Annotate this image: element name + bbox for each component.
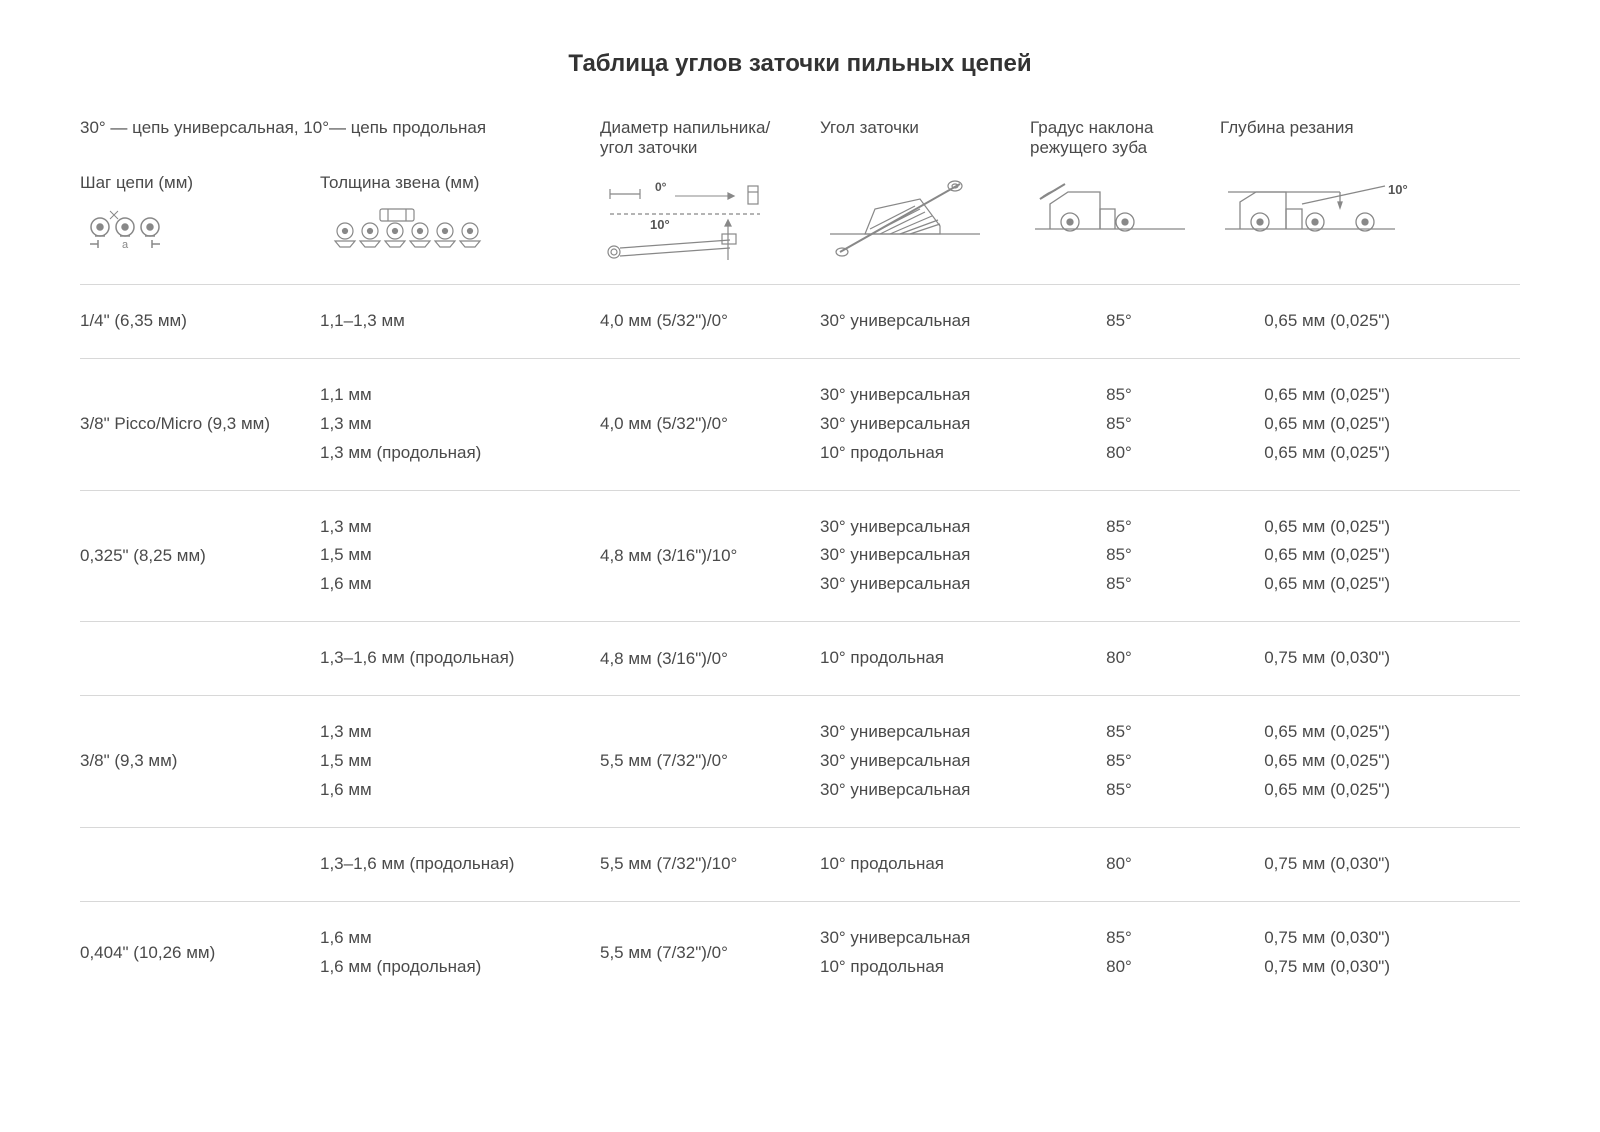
- cell-pitch: 0,404" (10,26 мм): [80, 943, 320, 963]
- col-header-pitch: Шаг цепи (мм): [80, 173, 308, 193]
- table-row: 1,3–1,6 мм (продольная)5,5 мм (7/32")/10…: [80, 827, 1520, 901]
- cell-depth: 0,65 мм (0,025"): [1220, 307, 1420, 336]
- cell-gauge: 1,1 мм1,3 мм1,3 мм (продольная): [320, 381, 600, 468]
- cell-angle: 30° универсальная30° универсальная30° ун…: [820, 718, 1030, 805]
- cell-tilt: 80°: [1030, 850, 1220, 879]
- table-row: 0,325" (8,25 мм)1,3 мм1,5 мм1,6 мм4,8 мм…: [80, 490, 1520, 622]
- cell-depth: 0,75 мм (0,030"): [1220, 644, 1420, 673]
- cell-tilt: 85°: [1030, 307, 1220, 336]
- cell-angle: 10° продольная: [820, 850, 1030, 879]
- cell-angle: 30° универсальная: [820, 307, 1030, 336]
- col-header-depth: Глубина резания: [1220, 118, 1420, 138]
- file-angle-diagram-icon: 0° 10°: [600, 174, 808, 264]
- cell-file: 5,5 мм (7/32")/0°: [600, 943, 820, 963]
- table-row: 3/8" Picco/Micro (9,3 мм)1,1 мм1,3 мм1,3…: [80, 358, 1520, 490]
- cell-gauge: 1,3–1,6 мм (продольная): [320, 644, 600, 673]
- cell-depth: 0,65 мм (0,025")0,65 мм (0,025")0,65 мм …: [1220, 381, 1420, 468]
- cell-pitch: 0,325" (8,25 мм): [80, 546, 320, 566]
- col-header-gauge: Толщина звена (мм): [320, 173, 588, 193]
- svg-text:10°: 10°: [1388, 182, 1408, 197]
- cell-file: 5,5 мм (7/32")/10°: [600, 854, 820, 874]
- gauge-diagram-icon: [320, 199, 588, 259]
- cell-pitch: 1/4" (6,35 мм): [80, 311, 320, 331]
- cell-pitch: 3/8" (9,3 мм): [80, 751, 320, 771]
- cell-pitch: 3/8" Picco/Micro (9,3 мм): [80, 414, 320, 434]
- cell-file: 4,0 мм (5/32")/0°: [600, 414, 820, 434]
- cell-gauge: 1,3 мм1,5 мм1,6 мм: [320, 513, 600, 600]
- depth-diagram-icon: 10°: [1220, 174, 1408, 264]
- cell-depth: 0,75 мм (0,030"): [1220, 850, 1420, 879]
- cell-depth: 0,65 мм (0,025")0,65 мм (0,025")0,65 мм …: [1220, 513, 1420, 600]
- cell-file: 4,0 мм (5/32")/0°: [600, 311, 820, 331]
- cell-gauge: 1,3–1,6 мм (продольная): [320, 850, 600, 879]
- cell-file: 4,8 мм (3/16")/10°: [600, 546, 820, 566]
- cell-file: 4,8 мм (3/16")/0°: [600, 649, 820, 669]
- pitch-diagram-icon: a: [80, 199, 308, 259]
- cell-angle: 10° продольная: [820, 644, 1030, 673]
- cell-tilt: 85°85°85°: [1030, 513, 1220, 600]
- svg-text:a: a: [122, 239, 129, 249]
- tilt-diagram-icon: [1030, 174, 1208, 264]
- sharpen-angle-diagram-icon: [820, 174, 1018, 264]
- svg-text:10°: 10°: [650, 217, 670, 232]
- cell-tilt: 85°85°80°: [1030, 381, 1220, 468]
- col-header-file: Диаметр напильника/ угол заточки: [600, 118, 820, 158]
- cell-file: 5,5 мм (7/32")/0°: [600, 751, 820, 771]
- cell-tilt: 85°80°: [1030, 924, 1220, 982]
- cell-gauge: 1,6 мм1,6 мм (продольная): [320, 924, 600, 982]
- cell-angle: 30° универсальная30° универсальная10° пр…: [820, 381, 1030, 468]
- legend-text: 30° — цепь универсальная, 10°— цепь прод…: [80, 118, 600, 138]
- col-header-tilt: Градус наклона режущего зуба: [1030, 118, 1220, 158]
- table-row: 3/8" (9,3 мм)1,3 мм1,5 мм1,6 мм5,5 мм (7…: [80, 695, 1520, 827]
- cell-angle: 30° универсальная10° продольная: [820, 924, 1030, 982]
- svg-text:0°: 0°: [655, 180, 667, 194]
- data-table: 1/4" (6,35 мм)1,1–1,3 мм4,0 мм (5/32")/0…: [80, 284, 1520, 1003]
- cell-tilt: 85°85°85°: [1030, 718, 1220, 805]
- table-row: 1/4" (6,35 мм)1,1–1,3 мм4,0 мм (5/32")/0…: [80, 284, 1520, 358]
- col-header-angle: Угол заточки: [820, 118, 1030, 138]
- cell-tilt: 80°: [1030, 644, 1220, 673]
- table-row: 1,3–1,6 мм (продольная)4,8 мм (3/16")/0°…: [80, 621, 1520, 695]
- cell-gauge: 1,3 мм1,5 мм1,6 мм: [320, 718, 600, 805]
- cell-gauge: 1,1–1,3 мм: [320, 307, 600, 336]
- table-row: 0,404" (10,26 мм)1,6 мм1,6 мм (продольна…: [80, 901, 1520, 1004]
- page-title: Таблица углов заточки пильных цепей: [80, 50, 1520, 78]
- cell-depth: 0,65 мм (0,025")0,65 мм (0,025")0,65 мм …: [1220, 718, 1420, 805]
- cell-depth: 0,75 мм (0,030")0,75 мм (0,030"): [1220, 924, 1420, 982]
- cell-angle: 30° универсальная30° универсальная30° ун…: [820, 513, 1030, 600]
